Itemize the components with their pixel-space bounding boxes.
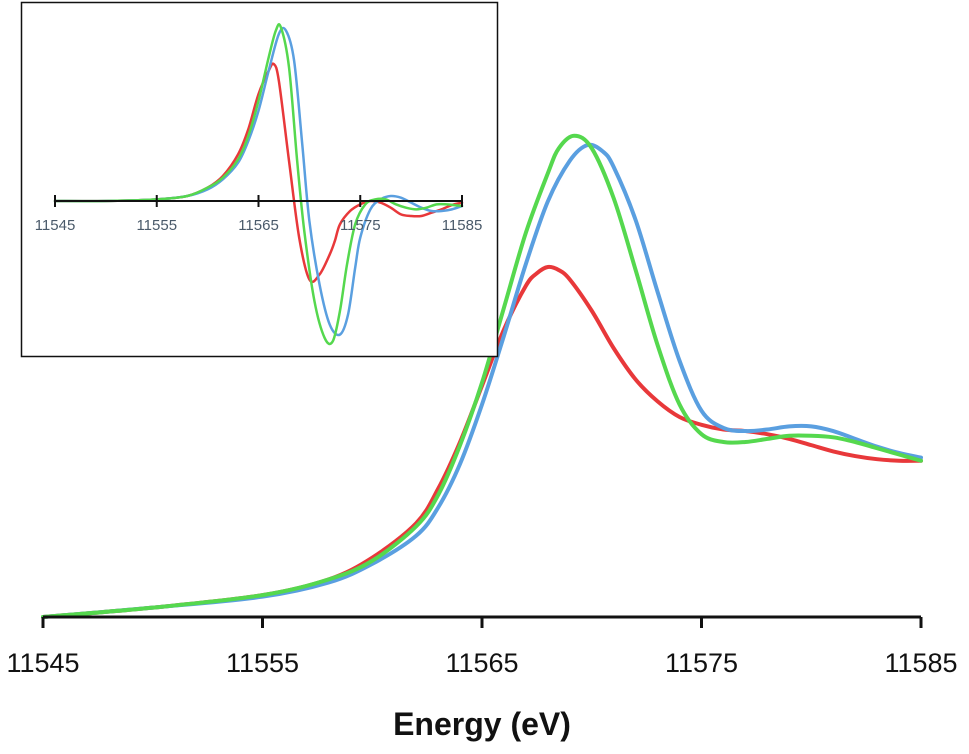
main-x-ticks: 11545 11555 11565 11575 11585: [6, 617, 958, 678]
main-x-tick-label: 11555: [226, 648, 299, 678]
inset-frame: [20, 1, 499, 358]
main-x-tick-label: 11565: [445, 648, 518, 678]
inset-x-tick-label: 11585: [442, 217, 483, 234]
main-x-tick-label: 11545: [6, 648, 79, 678]
main-series-group: [41, 133, 923, 619]
inset-x-tick-label: 11555: [136, 217, 177, 234]
inset-x-tick-label: 11545: [35, 217, 76, 234]
main-series-line-2: [41, 142, 923, 619]
inset-x-tick-label: 11565: [238, 217, 279, 234]
inset-derivative-chart: 11545 11555 11565 11575 11585: [20, 1, 499, 358]
main-x-axis-title: Energy (eV): [393, 706, 571, 742]
inset-series-group: [53, 23, 464, 346]
inset-series-line-3: [53, 23, 464, 346]
main-series-line-1: [41, 264, 923, 619]
main-spectrum-chart: 11545 11555 11565 11575 11585 Energy (eV): [6, 133, 958, 742]
inset-x-tick-label: 11575: [340, 217, 381, 234]
main-series-line-3: [41, 133, 923, 619]
main-x-tick-label: 11585: [884, 648, 957, 678]
inset-x-ticks: 11545 11555 11565 11575 11585: [35, 195, 483, 234]
main-x-tick-label: 11575: [665, 648, 738, 678]
